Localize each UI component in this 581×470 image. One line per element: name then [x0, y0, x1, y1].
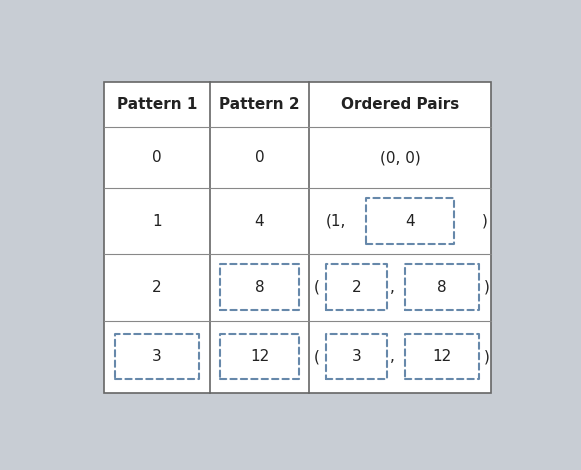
Text: 8: 8 [437, 280, 447, 295]
Text: 2: 2 [152, 280, 162, 295]
Text: ,: , [390, 349, 394, 364]
Text: Pattern 2: Pattern 2 [219, 97, 300, 112]
Text: (: ( [314, 280, 320, 295]
Text: 0: 0 [254, 150, 264, 165]
Text: 12: 12 [432, 349, 451, 364]
Bar [326, 334, 387, 379]
Text: 4: 4 [406, 213, 415, 228]
Text: ): ) [484, 349, 490, 364]
Text: 12: 12 [250, 349, 269, 364]
Text: 1: 1 [152, 213, 162, 228]
Text: 0: 0 [152, 150, 162, 165]
Text: 3: 3 [152, 349, 162, 364]
Bar [326, 265, 387, 310]
Text: 3: 3 [352, 349, 361, 364]
Text: (0, 0): (0, 0) [380, 150, 421, 165]
Text: (: ( [314, 349, 320, 364]
Text: ): ) [482, 213, 487, 228]
Bar [405, 334, 479, 379]
Text: Pattern 1: Pattern 1 [117, 97, 197, 112]
Text: Ordered Pairs: Ordered Pairs [341, 97, 460, 112]
Bar [104, 82, 492, 393]
Text: ,: , [390, 280, 394, 295]
Bar [405, 265, 479, 310]
Bar [367, 198, 454, 243]
Bar [220, 334, 299, 379]
Bar [220, 265, 299, 310]
Text: (1,: (1, [326, 213, 346, 228]
Bar [116, 334, 199, 379]
Text: 4: 4 [254, 213, 264, 228]
Text: 8: 8 [254, 280, 264, 295]
Text: ): ) [484, 280, 490, 295]
Text: 2: 2 [352, 280, 361, 295]
